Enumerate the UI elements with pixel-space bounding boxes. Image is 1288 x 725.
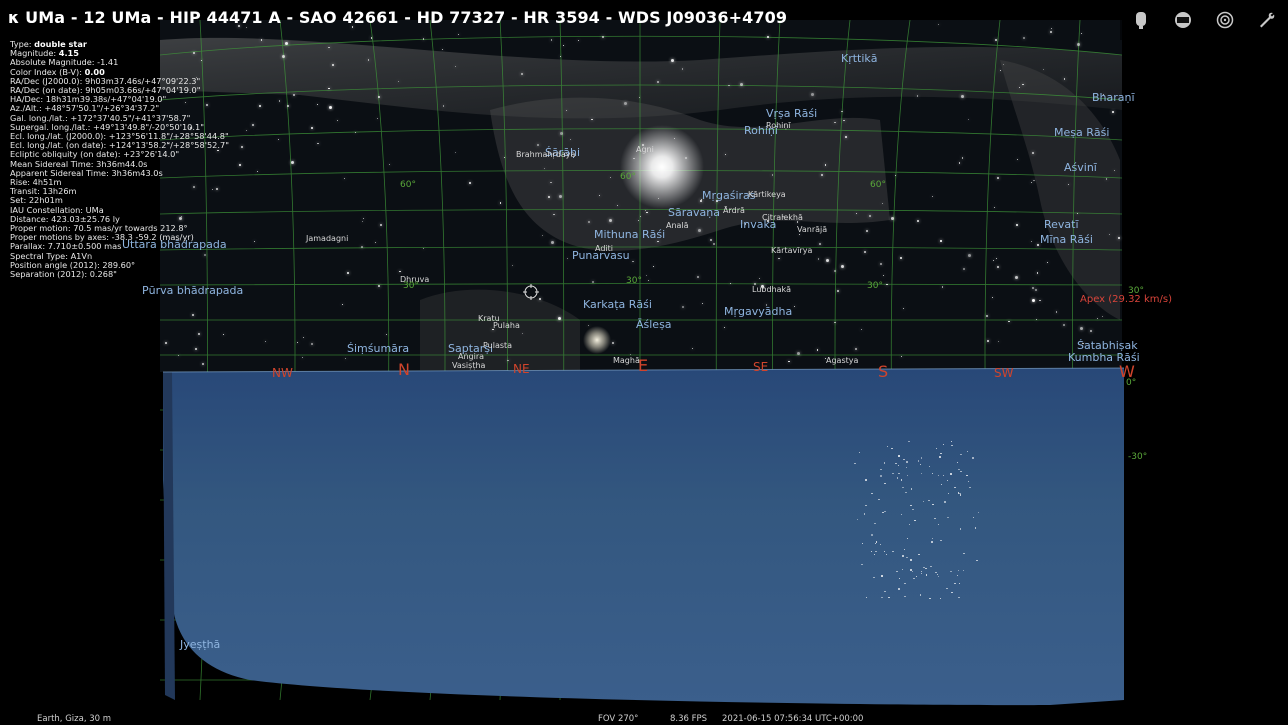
info-row: Transit: 13h26m xyxy=(10,187,229,196)
object-title: κ UMa - 12 UMa - HIP 44471 A - SAO 42661… xyxy=(8,8,788,27)
info-row: RA/Dec (on date): 9h05m03.66s/+47°04'19.… xyxy=(10,85,229,96)
info-label: Separation (2012): xyxy=(10,269,88,280)
object-info-panel: Type: double star Magnitude: 4.15 Absolute… xyxy=(10,39,229,280)
info-label: Ecl. long./lat. (J2000.0): xyxy=(10,131,107,142)
info-label: Ecl. long./lat. (on date): xyxy=(10,140,107,151)
info-label: Rise: xyxy=(10,177,31,188)
info-row: Position angle (2012): 289.60° xyxy=(10,259,229,270)
fov-label: FOV 270° xyxy=(598,714,639,724)
info-row: Gal. long./lat.: +172°37'40.5"/+41°37'58… xyxy=(10,112,229,123)
ocular-icon[interactable] xyxy=(1172,9,1194,31)
status-bar: Earth, Giza, 30 m FOV 270° 8.36 FPS 2021… xyxy=(0,713,1288,725)
info-row: Set: 22h01m xyxy=(10,196,229,205)
info-row: HA/Dec: 18h31m39.38s/+47°04'19.0" xyxy=(10,95,229,104)
info-row: IAU Constellation: UMa xyxy=(10,204,229,215)
info-value: +49°13'49.8"/-20°50'10.1" xyxy=(93,121,204,132)
info-value: 7.710±0.500 mas xyxy=(47,241,122,252)
info-value: 22h01m xyxy=(28,195,63,206)
info-value: 3h36m43.0s xyxy=(111,167,163,178)
info-label: HA/Dec: xyxy=(10,94,44,105)
info-label: Mean Sidereal Time: xyxy=(10,158,94,169)
info-value: 0.268" xyxy=(89,269,117,280)
info-value: 4.15 xyxy=(58,48,79,59)
info-row: RA/Dec (J2000.0): 9h03m37.46s/+47°09'22.… xyxy=(10,75,229,86)
info-label: Supergal. long./lat.: xyxy=(10,121,91,132)
info-row: Ecl. long./lat. (J2000.0): +123°56'11.8"… xyxy=(10,131,229,142)
info-value: 423.03±25.76 ly xyxy=(51,213,120,224)
info-label: IAU Constellation: xyxy=(10,204,84,215)
info-value: 9h05m03.66s/+47°04'19.0" xyxy=(85,85,201,96)
info-value: 70.5 mas/yr towards 212.8° xyxy=(73,223,188,234)
info-value: -1.41 xyxy=(97,57,119,68)
location-label[interactable]: Earth, Giza, 30 m xyxy=(37,714,112,724)
info-row: Ecliptic obliquity (on date): +23°26'14.… xyxy=(10,150,229,159)
wrench-icon[interactable] xyxy=(1256,9,1278,31)
info-label: Apparent Sidereal Time: xyxy=(10,167,109,178)
info-row: Supergal. long./lat.: +49°13'49.8"/-20°5… xyxy=(10,121,229,132)
info-value: 9h03m37.46s/+47°09'22.3" xyxy=(84,75,201,86)
info-value: A1Vn xyxy=(70,250,93,261)
info-value: 18h31m39.38s/+47°04'19.0" xyxy=(45,94,167,105)
info-row: Proper motion: 70.5 mas/yr towards 212.8… xyxy=(10,223,229,234)
info-value: +123°56'11.8"/+28°58'44.8" xyxy=(108,131,229,142)
info-label: RA/Dec (on date): xyxy=(10,85,83,96)
info-row: Color Index (B-V): 0.00 xyxy=(10,66,229,77)
info-label: Position angle (2012): xyxy=(10,259,100,270)
info-label: Transit: xyxy=(10,186,40,197)
info-row: Ecl. long./lat. (on date): +124°13'58.2"… xyxy=(10,141,229,150)
info-row: Magnitude: 4.15 xyxy=(10,49,229,58)
info-value: UMa xyxy=(85,204,104,215)
constellation-art xyxy=(1000,60,1120,320)
info-label: Type: xyxy=(10,39,32,49)
info-value: -38.3 -59.2 (mas/yr) xyxy=(111,232,194,243)
info-value: +124°13'58.2"/+28°58'52.7" xyxy=(108,140,229,151)
milky-way-band xyxy=(160,37,1122,119)
info-row: Az./Alt.: +48°57'50.1"/+26°34'37.2" xyxy=(10,104,229,113)
info-label: Parallax: xyxy=(10,241,46,252)
info-label: Distance: xyxy=(10,213,49,224)
info-value: +172°37'40.5"/+41°37'58.7" xyxy=(70,112,191,123)
info-row: Apparent Sidereal Time: 3h36m43.0s xyxy=(10,167,229,178)
info-row: Rise: 4h51m xyxy=(10,177,229,188)
telescope-mount-icon[interactable] xyxy=(1130,9,1152,31)
datetime-label[interactable]: 2021-06-15 07:56:34 UTC+00:00 xyxy=(722,714,864,724)
info-value: 3h36m44.0s xyxy=(96,158,148,169)
info-row: Spectral Type: A1Vn xyxy=(10,250,229,261)
info-row: Type: double star xyxy=(10,39,229,49)
ocean-landscape xyxy=(163,368,1124,706)
info-value: 4h51m xyxy=(32,177,62,188)
info-label: Color Index (B-V): xyxy=(10,66,82,77)
info-label: Proper motion: xyxy=(10,223,71,234)
ocean-landscape-side xyxy=(163,372,175,700)
info-row: Separation (2012): 0.268" xyxy=(10,269,229,280)
info-value: 13h26m xyxy=(42,186,77,197)
info-label: Gal. long./lat.: xyxy=(10,112,68,123)
sun-glow xyxy=(620,125,704,209)
info-label: Proper motions by axes: xyxy=(10,232,110,243)
oculars-toolbar xyxy=(1120,0,1288,40)
info-row: Proper motions by axes: -38.3 -59.2 (mas… xyxy=(10,233,229,242)
info-label: Ecliptic obliquity (on date): xyxy=(10,149,121,160)
info-row: Parallax: 7.710±0.500 mas xyxy=(10,242,229,251)
info-label: Az./Alt.: xyxy=(10,103,42,114)
info-row: Absolute Magnitude: -1.41 xyxy=(10,58,229,67)
info-row: Mean Sidereal Time: 3h36m44.0s xyxy=(10,158,229,169)
info-value: +48°57'50.1"/+26°34'37.2" xyxy=(44,103,160,114)
info-label: Spectral Type: xyxy=(10,250,68,261)
info-label: RA/Dec (J2000.0): xyxy=(10,75,83,86)
info-label: Magnitude: xyxy=(10,48,57,59)
info-label: Set: xyxy=(10,195,27,206)
info-value: double star xyxy=(34,39,87,49)
fps-label: 8.36 FPS xyxy=(670,714,708,724)
info-value: 289.60° xyxy=(102,259,136,270)
info-value: +23°26'14.0" xyxy=(123,149,180,160)
sensor-target-icon[interactable] xyxy=(1214,9,1236,31)
constellation-art xyxy=(420,289,580,370)
info-row: Distance: 423.03±25.76 ly xyxy=(10,213,229,224)
horizon-line xyxy=(162,367,1125,373)
info-label: Absolute Magnitude: xyxy=(10,57,95,68)
info-value: 0.00 xyxy=(84,66,105,77)
moon-glow xyxy=(583,326,611,354)
